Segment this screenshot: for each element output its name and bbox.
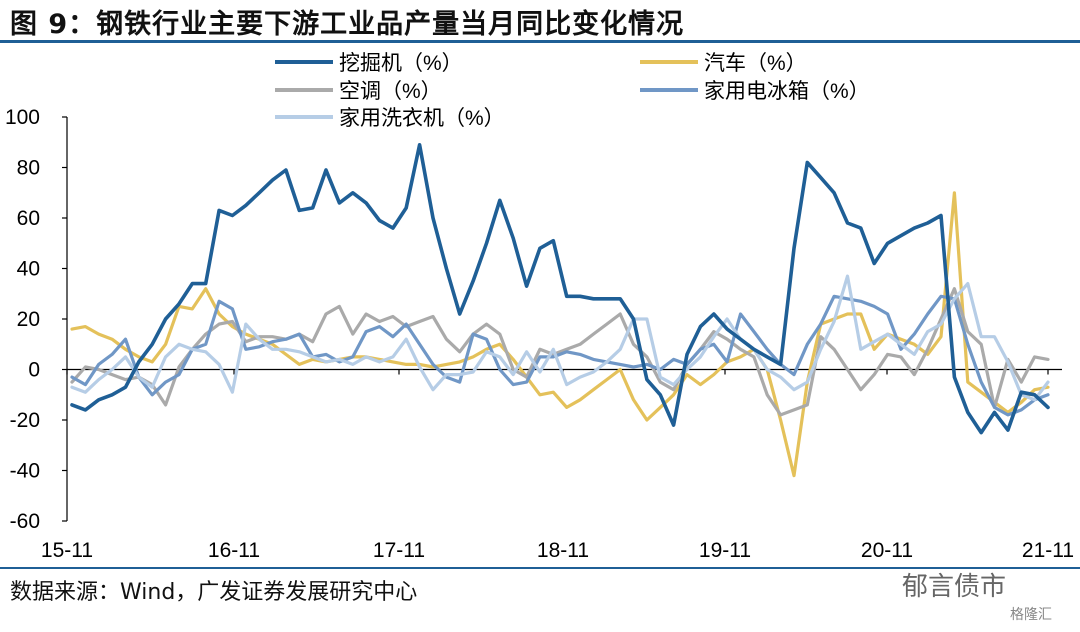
y-tick-label: -60 [10,510,40,533]
plot-area [70,143,1050,478]
x-tick-label: 16-11 [208,539,260,562]
title-rule [0,40,1080,43]
y-tick-label: 20 [17,308,40,331]
x-tick-label: 17-11 [373,539,425,562]
x-tick-label: 19-11 [699,539,751,562]
legend-label: 家用电冰箱（%） [704,80,870,103]
series-line [70,143,1050,435]
x-tick-label: 20-11 [861,539,913,562]
legend: 挖掘机（%） 汽车（%） 空调（%） 家用电冰箱（%） 家用洗衣机（%） [275,52,870,130]
source-rule [0,567,1080,569]
watermark-small: 格隆汇 [1010,607,1052,623]
y-tick-label: -40 [10,460,40,483]
x-tick-label: 18-11 [537,539,589,562]
y-tick-label: 0 [28,359,40,382]
legend-label: 家用洗衣机（%） [339,107,505,130]
y-tick-label: -20 [10,409,40,432]
legend-label: 汽车（%） [704,52,807,75]
x-tick-label: 15-11 [41,539,93,562]
line-chart: 挖掘机（%） 汽车（%） 空调（%） 家用电冰箱（%） 家用洗衣机（%） 100 80 60… [5,52,1074,562]
legend-label: 空调（%） [339,80,442,103]
y-tick-label: 60 [17,207,40,230]
x-tick-label: 21-11 [1022,539,1074,562]
y-tick-label: 80 [17,157,40,180]
series-line [70,294,1050,417]
source-note: 数据来源：Wind，广发证券发展研究中心 [10,580,418,605]
series-line [70,287,1050,417]
watermark: 郁言债市 [902,572,1007,602]
series-line [70,274,1050,402]
chart-title: 图 9：钢铁行业主要下游工业品产量当月同比变化情况 [10,9,685,40]
legend-label: 挖掘机（%） [339,52,463,75]
y-tick-label: 40 [17,258,40,281]
y-tick-label: 100 [5,106,40,129]
